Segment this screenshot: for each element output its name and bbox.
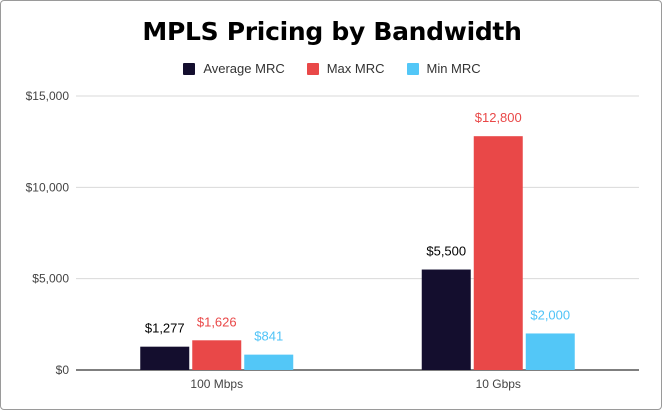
bar-max-mrc-10-gbps <box>473 136 523 370</box>
y-tick-label: $15,000 <box>26 89 70 103</box>
chart-legend: Average MRC Max MRC Min MRC <box>1 61 662 76</box>
legend-label: Average MRC <box>203 61 285 76</box>
chart-title: MPLS Pricing by Bandwidth <box>142 17 522 46</box>
bar-average-mrc-10-gbps <box>421 269 471 370</box>
legend-item-average-mrc: Average MRC <box>183 61 285 76</box>
legend-swatch <box>406 62 419 75</box>
bar-min-mrc-10-gbps <box>525 333 575 370</box>
bar-max-mrc-100-mbps <box>192 340 242 370</box>
y-tick-label: $5,000 <box>32 272 69 286</box>
data-label: $5,500 <box>426 244 466 259</box>
x-tick-label: 100 Mbps <box>190 377 243 391</box>
legend-label: Min MRC <box>426 61 481 76</box>
x-tick-label: 10 Gbps <box>476 377 521 391</box>
data-label: $1,277 <box>145 321 185 336</box>
data-label: $12,800 <box>475 110 522 125</box>
bar-average-mrc-100-mbps <box>140 346 190 370</box>
legend-label: Max MRC <box>326 61 385 76</box>
data-label: $1,626 <box>197 314 237 329</box>
bar-min-mrc-100-mbps <box>244 354 294 370</box>
legend-item-max-mrc: Max MRC <box>306 61 385 76</box>
y-tick-label: $10,000 <box>26 180 70 194</box>
y-tick-label: $0 <box>56 363 70 377</box>
data-label: $841 <box>254 329 283 344</box>
data-label: $2,000 <box>530 307 570 322</box>
legend-item-min-mrc: Min MRC <box>406 61 481 76</box>
legend-swatch <box>306 62 319 75</box>
legend-swatch <box>183 62 196 75</box>
